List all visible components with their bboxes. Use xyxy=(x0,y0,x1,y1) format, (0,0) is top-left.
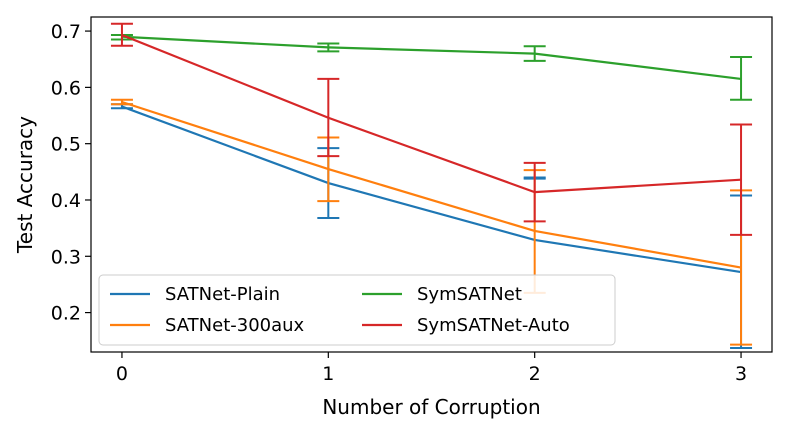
x-tick-label: 1 xyxy=(322,363,334,385)
series-line xyxy=(121,100,742,269)
x-tick-label: 0 xyxy=(116,363,128,385)
series-line xyxy=(121,105,742,274)
series-symsatnet-auto xyxy=(110,22,753,236)
x-axis-label: Number of Corruption xyxy=(322,395,540,419)
y-axis-ticks: 0.2 0.3 0.4 0.5 0.6 0.7 xyxy=(51,21,91,325)
y-tick-label: 0.5 xyxy=(51,134,81,156)
series-line xyxy=(121,33,742,194)
legend-label: SATNet-300aux xyxy=(165,315,305,336)
legend-label: SymSATNet-Auto xyxy=(417,315,570,336)
x-tick-label: 3 xyxy=(735,363,747,385)
y-tick-label: 0.3 xyxy=(51,246,81,268)
legend-label: SATNet-Plain xyxy=(165,284,280,305)
chart-marks xyxy=(110,22,753,350)
y-tick-label: 0.7 xyxy=(51,21,81,43)
x-tick-label: 2 xyxy=(529,363,541,385)
series-line xyxy=(121,35,742,81)
series-symsatnet xyxy=(110,34,753,101)
plot-frame xyxy=(90,16,773,353)
x-axis-ticks: 0 1 2 3 xyxy=(116,352,747,385)
y-tick-label: 0.6 xyxy=(51,77,81,99)
y-axis-label: Test Accuracy xyxy=(13,116,37,254)
y-tick-label: 0.4 xyxy=(51,190,81,212)
legend-label: SymSATNet xyxy=(417,284,522,305)
legend: SATNet-Plain SATNet-300aux SymSATNet SymSAT… xyxy=(98,274,616,346)
legend-box xyxy=(98,274,616,346)
y-tick-label: 0.2 xyxy=(51,303,81,325)
